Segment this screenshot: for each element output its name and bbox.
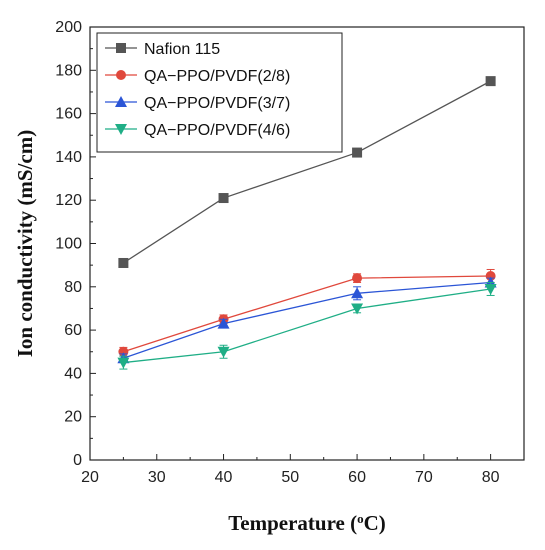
series-layer bbox=[117, 76, 497, 370]
legend-marker bbox=[115, 96, 127, 107]
x-tick-label: 50 bbox=[281, 469, 299, 486]
legend-marker bbox=[115, 124, 127, 135]
legend: Nafion 115 QA−PPO/PVDF(2/8) QA−PPO/PVDF(3/… bbox=[96, 32, 343, 153]
series-line bbox=[123, 275, 491, 353]
data-point bbox=[218, 193, 229, 204]
y-tick-label: 80 bbox=[64, 279, 82, 296]
data-point bbox=[351, 287, 364, 299]
y-tick-label: 200 bbox=[55, 19, 82, 36]
legend-item: QA−PPO/PVDF(2/8) bbox=[105, 68, 290, 85]
data-point bbox=[217, 346, 230, 358]
legend-label: QA−PPO/PVDF(2/8) bbox=[144, 68, 290, 85]
series-1 bbox=[118, 76, 496, 268]
data-point bbox=[117, 357, 130, 369]
x-axis-title-main: Temperature ( bbox=[228, 511, 357, 535]
y-tick-label: 40 bbox=[64, 365, 82, 382]
legend-item: Nafion 115 bbox=[105, 41, 220, 58]
x-axis-title: Temperature (oC) bbox=[228, 511, 386, 536]
data-point bbox=[352, 273, 363, 284]
x-tick-label: 30 bbox=[148, 469, 166, 486]
legend-label: QA−PPO/PVDF(4/6) bbox=[144, 122, 290, 139]
x-tick-label: 20 bbox=[81, 469, 99, 486]
x-tick-label: 40 bbox=[215, 469, 233, 486]
y-tick-label: 0 bbox=[73, 452, 82, 469]
x-axis-title-sup: o bbox=[357, 511, 364, 526]
data-point bbox=[485, 76, 496, 87]
x-axis-title-tail: C) bbox=[364, 511, 386, 535]
series-line bbox=[123, 288, 491, 364]
data-point bbox=[118, 257, 129, 268]
legend-label: Nafion 115 bbox=[144, 41, 220, 58]
y-tick-label: 20 bbox=[64, 409, 82, 426]
y-tick-label: 180 bbox=[55, 62, 82, 79]
x-tick-label: 80 bbox=[482, 469, 500, 486]
y-axis-title: Ion conductivity (mS/cm) bbox=[13, 130, 37, 358]
series-line bbox=[123, 80, 491, 264]
legend-marker bbox=[116, 70, 126, 80]
y-tick-label: 160 bbox=[55, 106, 82, 123]
legend-item: QA−PPO/PVDF(3/7) bbox=[105, 95, 290, 112]
legend-box bbox=[96, 32, 343, 153]
series-4 bbox=[117, 281, 497, 370]
legend-label: QA−PPO/PVDF(3/7) bbox=[144, 95, 290, 112]
data-point bbox=[352, 147, 363, 158]
data-point bbox=[217, 317, 230, 329]
series-2 bbox=[118, 268, 496, 357]
y-tick-label: 100 bbox=[55, 236, 82, 253]
y-tick-label: 120 bbox=[55, 192, 82, 209]
series-3 bbox=[117, 276, 497, 364]
legend-item: QA−PPO/PVDF(4/6) bbox=[105, 122, 290, 139]
ticks-layer: 20 30 40 50 60 70 8002040608010012014016018020… bbox=[55, 19, 499, 486]
x-tick-label: 60 bbox=[348, 469, 366, 486]
data-point bbox=[484, 283, 497, 295]
data-point bbox=[351, 303, 364, 315]
y-tick-label: 60 bbox=[64, 322, 82, 339]
x-tick-label: 70 bbox=[415, 469, 433, 486]
series-line bbox=[123, 281, 491, 359]
legend-marker bbox=[116, 43, 126, 53]
y-tick-label: 140 bbox=[55, 149, 82, 166]
